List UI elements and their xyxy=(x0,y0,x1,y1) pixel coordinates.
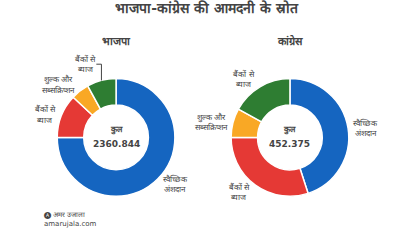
svg-text:भाजपा-कांग्रेस की आमदनी के स्र: भाजपा-कांग्रेस की आमदनी के स्रोत xyxy=(115,0,298,16)
svg-text:बैंकों सेब्याज: बैंकों सेब्याज xyxy=(35,104,57,124)
svg-text:भाजपा: भाजपा xyxy=(102,35,131,48)
svg-text:कांग्रेस: कांग्रेस xyxy=(277,34,303,48)
svg-text:स्वैच्छिकअंशदान: स्वैच्छिकअंशदान xyxy=(353,118,378,138)
svg-text:बैंकों सेब्याज: बैंकों सेब्याज xyxy=(233,69,255,89)
svg-text:452.375: 452.375 xyxy=(269,139,310,149)
svg-text:कुल: कुल xyxy=(283,125,296,135)
svg-text:बैंकों सेब्याज: बैंकों सेब्याज xyxy=(75,54,97,74)
svg-text:बैंकों सेब्याज: बैंकों सेब्याज xyxy=(229,182,251,202)
svg-text:2360.844: 2360.844 xyxy=(93,139,140,149)
svg-text:शुल्क औरसब्सक्रिप्शन: शुल्क औरसब्सक्रिप्शन xyxy=(195,112,228,132)
svg-text:स्वैच्छिकअंशदान: स्वैच्छिकअंशदान xyxy=(163,174,188,194)
svg-text:शुल्क औरसब्सक्रिप्शन: शुल्क औरसब्सक्रिप्शन xyxy=(42,74,75,94)
svg-text:🅐 अमर उजालाamarujala.com: 🅐 अमर उजालाamarujala.com xyxy=(44,211,97,228)
svg-text:कुल: कुल xyxy=(110,125,123,135)
